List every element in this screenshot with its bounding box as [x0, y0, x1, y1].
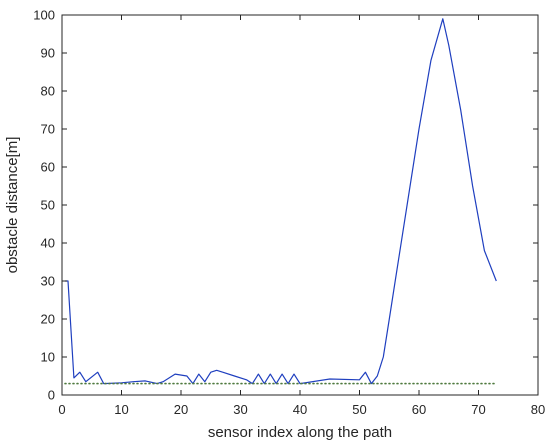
x-axis: 0 10 20 30 40 50 60 70 80 [58, 15, 545, 417]
y-axis: 0 10 20 30 40 50 60 70 80 90 100 [33, 8, 538, 403]
x-tick-label: 20 [174, 402, 188, 417]
y-tick-label: 100 [33, 8, 55, 23]
y-tick-label: 10 [41, 350, 55, 365]
x-tick-label: 50 [352, 402, 366, 417]
x-tick-label: 40 [293, 402, 307, 417]
x-tick-label: 30 [233, 402, 247, 417]
y-tick-label: 40 [41, 236, 55, 251]
series-layer [64, 18, 498, 385]
x-tick-label: 10 [114, 402, 128, 417]
y-tick-label: 90 [41, 46, 55, 61]
y-tick-label: 60 [41, 160, 55, 175]
y-axis-label: obstacle distance[m] [4, 137, 21, 274]
y-tick-label: 70 [41, 122, 55, 137]
y-tick-label: 30 [41, 274, 55, 289]
y-tick-label: 20 [41, 312, 55, 327]
y-tick-label: 0 [48, 388, 55, 403]
x-tick-label: 80 [531, 402, 545, 417]
x-tick-label: 70 [471, 402, 485, 417]
x-axis-label: sensor index along the path [208, 424, 392, 441]
x-tick-label: 60 [412, 402, 426, 417]
series-line-distance [65, 18, 497, 385]
plot-area [62, 15, 538, 395]
y-tick-label: 80 [41, 84, 55, 99]
y-tick-label: 50 [41, 198, 55, 213]
x-tick-label: 0 [58, 402, 65, 417]
